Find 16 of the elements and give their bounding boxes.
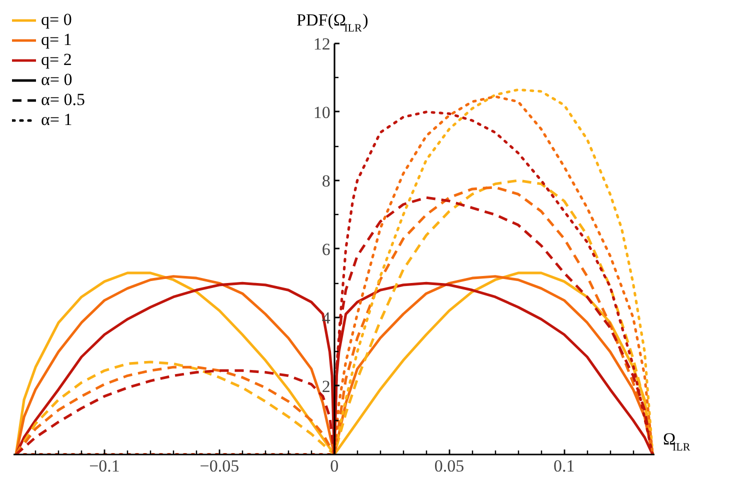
y-tick-label: 10 [313,102,330,122]
legend-label: α= 1 [41,110,72,130]
x-tick-label: 0.1 [554,456,575,476]
legend-label: α= 0.5 [41,90,85,110]
y-tick-label: 12 [313,34,330,54]
legend-label: q= 1 [41,30,72,50]
x-tick-label: −0.05 [200,456,240,476]
x-tick-label: 0 [330,456,339,476]
y-tick-label: 8 [322,171,330,190]
y-tick-label: 2 [322,376,330,396]
legend-label: q= 2 [41,50,72,70]
y-tick-label: 6 [322,240,330,259]
legend-label: q= 0 [41,10,72,30]
x-tick-label: 0.05 [434,456,464,476]
x-tick-label: −0.1 [89,456,120,476]
legend-label: α= 0 [41,70,72,90]
